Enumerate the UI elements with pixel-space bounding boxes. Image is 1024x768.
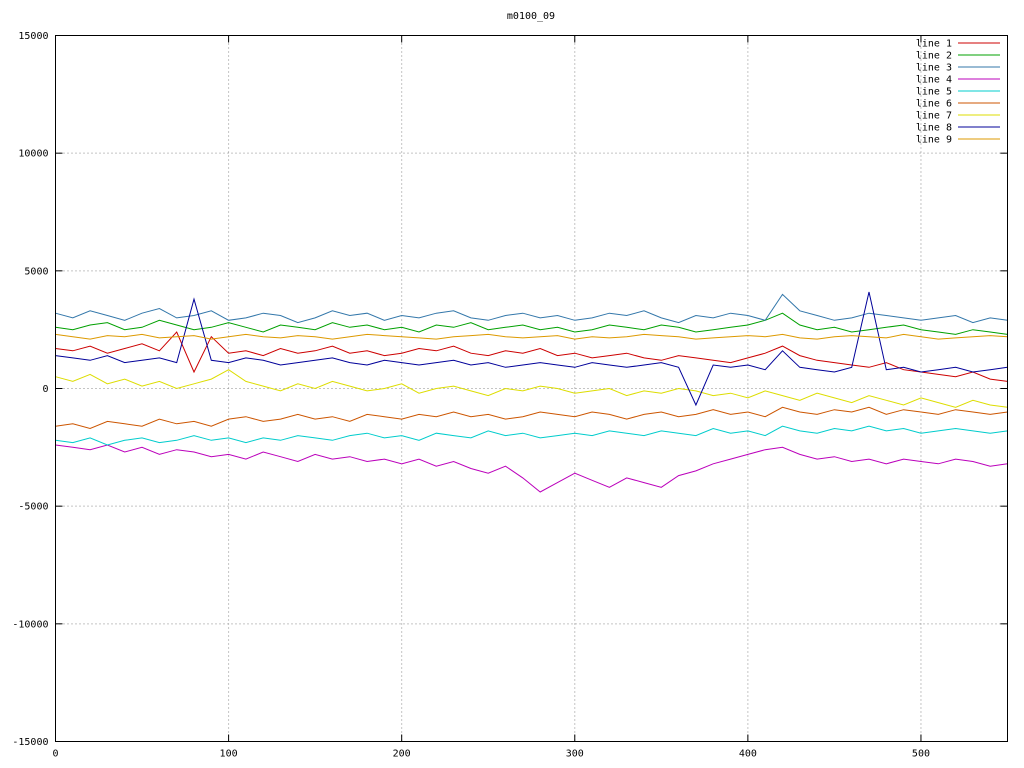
legend-label: line 7 <box>916 111 952 122</box>
legend-label: line 6 <box>916 99 952 110</box>
y-tick-label: -5000 <box>18 502 48 513</box>
series-line-1 <box>55 331 1008 382</box>
x-tick-label: 0 <box>52 749 58 760</box>
y-tick-label: 10000 <box>18 149 48 160</box>
chart-title: m0100_09 <box>507 11 555 22</box>
legend-label: line 9 <box>916 135 952 146</box>
y-tick-label: 15000 <box>18 31 48 42</box>
y-tick-label: -10000 <box>12 619 48 630</box>
x-tick-label: 400 <box>739 749 757 760</box>
series-line-8 <box>55 291 1008 407</box>
y-tick-label: 0 <box>42 384 48 395</box>
legend-label: line 2 <box>916 51 952 62</box>
axes-layer: 0 100 200 300 400 500 -15000 -10000 -5000 0 5000 10… <box>12 31 1008 760</box>
y-tick-label: 5000 <box>24 266 48 277</box>
series-line-7 <box>55 369 1008 408</box>
series-line-6 <box>55 406 1008 430</box>
x-tick-label: 500 <box>912 749 930 760</box>
legend-label: line 3 <box>916 63 952 74</box>
legend-label: line 1 <box>916 39 952 50</box>
y-tick-label: -15000 <box>12 737 48 748</box>
series-line-4 <box>55 444 1008 493</box>
x-tick-label: 100 <box>220 749 238 760</box>
legend-label: line 5 <box>916 87 952 98</box>
x-tick-label: 200 <box>393 749 411 760</box>
series-line-9 <box>55 333 1008 340</box>
series-layer <box>55 291 1008 493</box>
series-line-3 <box>55 293 1008 324</box>
legend-label: line 4 <box>916 75 952 86</box>
x-tick-label: 300 <box>566 749 584 760</box>
series-line-5 <box>55 425 1008 446</box>
legend-label: line 8 <box>916 123 952 134</box>
series-line-2 <box>55 312 1008 335</box>
